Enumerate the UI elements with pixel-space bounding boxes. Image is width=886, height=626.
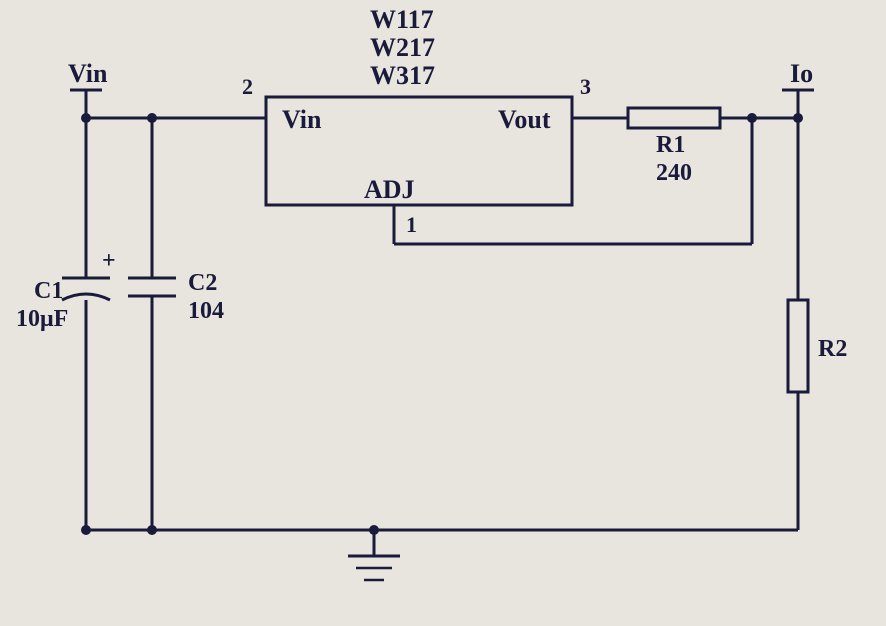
ic-vout-label: Vout: [498, 105, 551, 134]
c1-name: C1: [34, 278, 63, 304]
c1-value: 10μF: [16, 306, 68, 332]
r2-body: [788, 300, 808, 392]
ground-symbol: [348, 530, 400, 580]
ic-part-0: W117: [370, 5, 434, 34]
r1-name: R1: [656, 132, 685, 158]
ic-part-1: W217: [370, 33, 435, 62]
r2-name: R2: [818, 336, 847, 362]
c2-value: 104: [188, 298, 224, 324]
ic-adj-label: ADJ: [364, 175, 415, 204]
c1-plus: +: [102, 248, 116, 274]
vin-terminal-label: Vin: [68, 59, 108, 88]
ic-part-2: W317: [370, 61, 435, 90]
circuit-diagram: W117 W217 W317 Vin Vout ADJ 2 3 1 Vin Io…: [0, 0, 886, 626]
ic-vin-label: Vin: [282, 105, 322, 134]
ic-pin3: 3: [580, 74, 591, 99]
ic-pin1: 1: [406, 212, 417, 237]
io-terminal-label: Io: [790, 59, 813, 88]
ic-pin2: 2: [242, 74, 253, 99]
r1-value: 240: [656, 160, 692, 186]
c2-name: C2: [188, 270, 217, 296]
r1-body: [628, 108, 720, 128]
